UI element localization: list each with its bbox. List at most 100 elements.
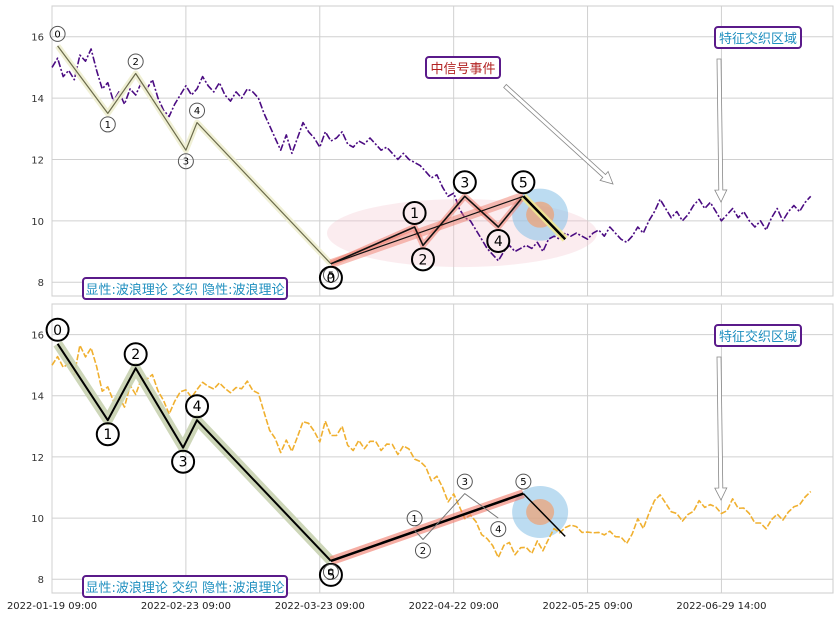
wave-b-label-0-5: 5 [511, 170, 536, 195]
x-tick-label-2: 2022-03-23 09:00 [275, 601, 365, 612]
legend-note-1-text: 显性:波浪理论 交织 隐性:波浪理论 [85, 580, 284, 596]
y-tick-label-1-0: 8 [38, 575, 44, 586]
wave-a-label-0-1-text: 1 [105, 120, 111, 131]
wave-b-inner-1 [414, 493, 499, 540]
wave-b-line-0 [330, 195, 525, 265]
wave-b-label-0-0-text: 0 [326, 271, 335, 287]
wave-a-label-1-1: 1 [95, 422, 120, 447]
wave-b-tail-0 [522, 195, 567, 241]
wave-b-label-1-4-circle [490, 521, 507, 538]
wave-b-tail-1 [522, 493, 566, 537]
wave-b-label-1-1-circle [406, 510, 423, 527]
wave-b-label-1-3-circle [456, 473, 473, 490]
y-tick-label-0-0: 8 [38, 278, 44, 289]
feature-zone-annotation-0-box [714, 26, 802, 49]
x-tick-label-3: 2022-04-22 09:00 [409, 601, 499, 612]
signal-event-arrow [503, 83, 614, 185]
feature-zone-annotation-1-box [714, 324, 802, 347]
wave-a-label-0-2: 2 [127, 53, 144, 70]
wave-b-label-1-3-text: 3 [462, 477, 468, 488]
wave-a-label-0-3-text: 3 [183, 157, 189, 168]
legend-note-1: 显性:波浪理论 交织 隐性:波浪理论 [82, 575, 288, 598]
wave-b-label-1-0: 0 [322, 563, 339, 580]
y-tick-label-1-3: 14 [31, 392, 44, 403]
wave-b-label-1-2-text: 2 [420, 546, 426, 557]
wave-b-label-0-5-text: 5 [519, 175, 528, 191]
y-tick-label-0-3: 14 [31, 94, 44, 105]
signal-event-annotation-box [425, 56, 501, 79]
y-tick-label-1-2: 12 [31, 453, 44, 464]
wave-b-label-1-2: 2 [414, 542, 431, 559]
y-tick-label-0-1: 10 [31, 217, 44, 228]
x-tick-label-5: 2022-06-29 14:00 [676, 601, 766, 612]
wave-b-label-0-4: 4 [486, 228, 511, 253]
wave-a-label-0-2-text: 2 [132, 57, 138, 68]
wave-b-label-1-3: 3 [456, 473, 473, 490]
wave-b-label-1-5-text: 5 [520, 477, 526, 488]
wave-b-label-1-2-circle [414, 542, 431, 559]
legend-note-0: 显性:波浪理论 交织 隐性:波浪理论 [82, 277, 288, 300]
wave-a-label-1-0-circle [45, 317, 70, 342]
wave-a-label-0-4-text: 4 [194, 106, 200, 117]
wave-a-label-1-0: 0 [45, 317, 70, 342]
wave-a-label-1-2-circle [123, 342, 148, 367]
price-series-1 [51, 344, 812, 559]
wave-a-label-1-0-text: 0 [53, 323, 62, 339]
x-tick-label-0: 2022-01-19 09:00 [7, 601, 97, 612]
wave-a-label-0-0-text: 0 [54, 29, 60, 40]
price-series-0 [51, 48, 812, 262]
wave-b-label-1-4: 4 [490, 521, 507, 538]
wave-b-label-0-4-circle [486, 228, 511, 253]
wave-a-line-1 [56, 343, 332, 562]
wave-b-label-1-5-circle [515, 473, 532, 490]
wave-b-label-1-0-circle [322, 563, 339, 580]
wave-a-label-1-1-text: 1 [103, 427, 112, 443]
wave-b-label-1-0-text: 0 [328, 567, 334, 578]
wave-b-label-0-2-circle [410, 247, 435, 272]
feature-zone-arrow-0 [714, 58, 728, 203]
signal-event-annotation-text: 中信号事件 [430, 62, 495, 77]
wave-a-label-1-5-text: 5 [326, 568, 335, 584]
wave-b-label-0-5-circle [511, 170, 536, 195]
wave-b-label-1-1: 1 [406, 510, 423, 527]
wave-b-trend-1 [330, 492, 524, 563]
wave-b-label-1-5: 5 [515, 473, 532, 490]
wave-a-label-0-5-text: 5 [328, 270, 334, 281]
wave-a-line-0 [57, 45, 332, 265]
wave-b-label-1-4-text: 4 [495, 525, 501, 536]
feature-zone-annotation-1-text: 特征交织区域 [719, 329, 797, 345]
wave-b-trend-0 [330, 195, 524, 265]
legend-note-0-text: 显性:波浪理论 交织 隐性:波浪理论 [85, 282, 284, 298]
wave-b-label-1-1-text: 1 [411, 514, 417, 525]
wave-a-label-0-1: 1 [99, 116, 116, 133]
wave-a-label-1-3: 3 [171, 449, 196, 474]
wave-a-label-0-4: 4 [189, 102, 206, 119]
wave-a-label-1-4-circle [185, 394, 210, 419]
wave-a-label-0-2-circle [127, 53, 144, 70]
legend-note-1-box [82, 575, 288, 598]
wave-b-label-0-3: 3 [452, 170, 477, 195]
signal-event-annotation: 中信号事件 [425, 56, 501, 79]
legend-note-0-box [82, 277, 288, 300]
wave-a-label-1-1-circle [95, 422, 120, 447]
wave-b-label-0-4-text: 4 [494, 234, 503, 250]
x-tick-label-1: 2022-02-23 09:00 [141, 601, 231, 612]
y-tick-label-1-4: 16 [31, 331, 44, 342]
wave-b-label-0-2: 2 [410, 247, 435, 272]
wave-a-label-1-3-circle [171, 449, 196, 474]
feature-zone-annotation-1: 特征交织区域 [714, 324, 802, 347]
plot-area-0 [51, 5, 834, 297]
feature-zone-arrow-1 [714, 356, 728, 501]
wave-b-label-0-2-text: 2 [419, 252, 428, 268]
wave-b-label-0-1-text: 1 [410, 206, 419, 222]
wave-b-label-0-3-text: 3 [460, 175, 469, 191]
wave-a-label-1-2-text: 2 [131, 347, 140, 363]
y-tick-label-0-2: 12 [31, 155, 44, 166]
wave-a-label-1-4-text: 4 [193, 399, 202, 415]
wave-a-label-1-3-text: 3 [179, 455, 188, 471]
feature-zone-annotation-0-text: 特征交织区域 [719, 31, 797, 47]
wave-a-label-0-0-circle [49, 25, 66, 42]
wave-a-label-0-0: 0 [49, 25, 66, 42]
y-tick-label-1-1: 10 [31, 514, 44, 525]
